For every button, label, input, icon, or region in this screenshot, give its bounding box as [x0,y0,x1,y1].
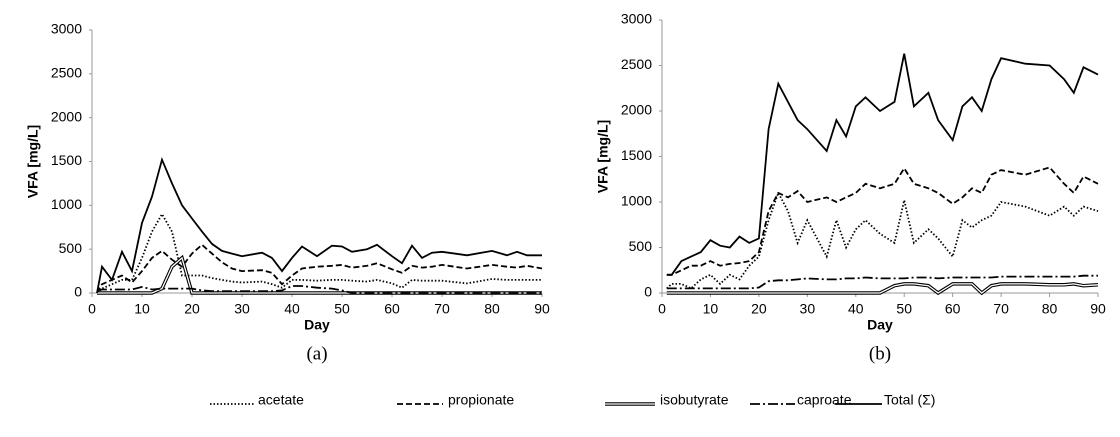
x-tick-label: 40 [284,301,300,317]
y-tick-label: 500 [629,238,653,254]
legend-label: caproate [797,392,852,408]
y-tick-label: 2500 [51,65,82,81]
x-tick-label: 80 [1042,301,1058,317]
y-tick-label: 2000 [621,102,652,118]
legend-label: acetate [258,392,304,408]
y-tick-label: 2000 [51,108,82,124]
x-tick-label: 0 [658,301,666,317]
legend-label: propionate [448,392,514,408]
y-axis-label: VFA [mg/L] [25,125,41,198]
y-tick-label: 1000 [51,196,82,212]
legend-label: Total (Σ) [884,392,935,408]
y-tick-label: 3000 [51,21,82,37]
x-tick-label: 30 [800,301,816,317]
x-tick-label: 80 [484,301,500,317]
x-tick-label: 20 [184,301,200,317]
series-line [96,212,542,294]
x-tick-label: 0 [88,301,96,317]
series-line [96,156,542,294]
x-tick-label: 10 [134,301,150,317]
x-tick-label: 50 [334,301,350,317]
x-tick-label: 20 [751,301,767,317]
series-line [666,190,1099,290]
y-tick-label: 0 [644,284,652,300]
series-line [96,285,542,294]
panel-label: (b) [869,343,891,364]
y-axis-label: VFA [mg/L] [595,120,611,193]
x-tick-label: 90 [1090,301,1106,317]
x-tick-label: 70 [434,301,450,317]
x-tick-label: 60 [945,301,961,317]
y-tick-label: 500 [59,240,83,256]
series-line [666,53,1099,276]
x-tick-label: 60 [384,301,400,317]
y-tick-label: 3000 [621,11,652,27]
x-axis-label: Day [867,317,893,333]
y-tick-label: 0 [74,284,82,300]
y-tick-label: 1500 [621,147,652,163]
x-tick-label: 90 [534,301,550,317]
panel-label: (a) [306,343,327,364]
x-tick-label: 10 [703,301,719,317]
y-tick-label: 1500 [51,152,82,168]
y-tick-label: 1000 [621,193,652,209]
x-tick-label: 70 [993,301,1009,317]
x-tick-label: 30 [234,301,250,317]
legend-label: isobutyrate [660,392,729,408]
series-line-inner [666,283,1099,294]
series-line [666,274,1098,290]
x-tick-label: 50 [896,301,912,317]
x-tick-label: 40 [848,301,864,317]
x-axis-label: Day [304,317,330,333]
series-line [666,166,1099,276]
y-tick-label: 2500 [621,56,652,72]
